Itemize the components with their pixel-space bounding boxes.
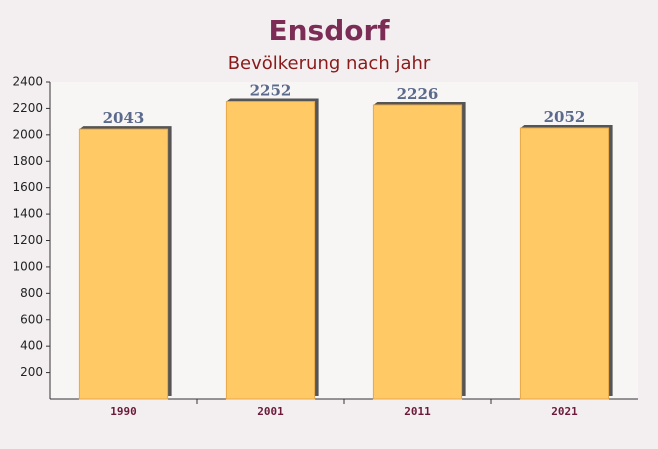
value-label: 2252 — [250, 82, 292, 100]
y-tick-label: 1000 — [12, 259, 43, 273]
x-tick-label: 2011 — [404, 405, 431, 418]
y-tick-label: 1600 — [12, 180, 43, 194]
y-tick-label: 800 — [20, 286, 43, 300]
y-tick-label: 2400 — [12, 75, 43, 89]
y-tick-label: 2000 — [12, 127, 43, 141]
bar — [78, 128, 169, 400]
y-tick-label: 600 — [20, 312, 43, 326]
bar — [225, 101, 316, 400]
value-label: 2052 — [544, 108, 586, 126]
y-tick-label: 1200 — [12, 233, 43, 247]
value-label: 2043 — [103, 109, 145, 127]
x-tick-label: 2001 — [257, 405, 284, 418]
chart-title: Ensdorf — [269, 14, 391, 47]
y-tick-label: 200 — [20, 365, 43, 379]
chart-subtitle: Bevölkerung nach jahr — [228, 53, 431, 74]
x-tick-label: 1990 — [110, 405, 137, 418]
y-tick-label: 1400 — [12, 207, 43, 221]
value-label: 2226 — [397, 85, 439, 103]
bar — [372, 104, 463, 400]
y-tick-label: 2200 — [12, 101, 43, 115]
x-tick-label: 2021 — [551, 405, 578, 418]
y-tick-label: 1800 — [12, 154, 43, 168]
y-tick-label: 400 — [20, 339, 43, 353]
bar — [519, 127, 610, 400]
